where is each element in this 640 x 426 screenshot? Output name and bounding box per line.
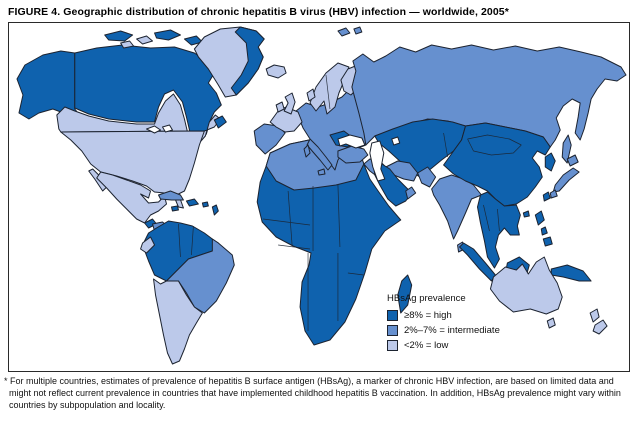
region-ireland [275, 101, 285, 113]
region-japan-kyushu [549, 189, 558, 199]
region-oman [405, 186, 417, 200]
region-sicily [317, 168, 326, 176]
legend-item-intermediate: 2%–7% = intermediate [387, 325, 500, 336]
legend-label-intermediate: 2%–7% = intermediate [404, 325, 500, 336]
water-great-lakes [146, 125, 162, 134]
region-arctic-island [154, 29, 181, 41]
region-cuba [158, 190, 184, 201]
region-brazil [165, 238, 235, 314]
region-uk [283, 92, 296, 115]
region-philippines [540, 226, 548, 236]
region-antilles [211, 204, 219, 216]
legend-swatch-low [387, 340, 398, 351]
region-sumatra [459, 242, 496, 282]
region-japan-hokkaido [566, 154, 579, 167]
region-tasmania [546, 317, 556, 329]
legend-swatch-intermediate [387, 325, 398, 336]
region-hainan [522, 210, 530, 218]
internal-borders [178, 74, 522, 331]
region-arctic-island [120, 40, 135, 49]
hbsag-legend: HBsAg prevalence ≥8% = high 2%–7% = inte… [387, 293, 500, 355]
region-pakistan [417, 166, 437, 188]
legend-title: HBsAg prevalence [387, 293, 466, 304]
water-great-lakes [162, 124, 173, 133]
region-arctic-island [104, 30, 134, 42]
region-sardinia [303, 144, 311, 158]
region-hispaniola [185, 198, 199, 207]
region-japan-honshu [552, 167, 580, 193]
region-scandinavia [309, 62, 350, 115]
region-denmark [306, 88, 316, 102]
region-jamaica [170, 205, 179, 212]
world-map [16, 26, 627, 365]
region-arctic-island [136, 35, 154, 45]
water-caspian-sea [369, 140, 386, 182]
region-puerto-rico [201, 201, 209, 208]
map-frame: HBsAg prevalence ≥8% = high 2%–7% = inte… [8, 22, 630, 372]
water-aral-sea [391, 136, 401, 146]
region-philippines [534, 210, 545, 226]
region-newfoundland [213, 115, 227, 129]
region-south-america-south [153, 278, 203, 365]
region-madagascar [397, 274, 413, 314]
figure-title: FIGURE 4. Geographic distribution of chr… [8, 6, 509, 18]
region-korea [544, 152, 556, 172]
region-svalbard [337, 27, 351, 37]
region-australia [489, 256, 563, 315]
region-ecuador [140, 236, 156, 254]
legend-swatch-high [387, 310, 398, 321]
region-new-zealand-north [589, 308, 600, 323]
region-mexico [96, 171, 167, 224]
legend-item-low: <2% = low [387, 340, 500, 351]
legend-label-high: ≥8% = high [404, 310, 452, 321]
legend-item-high: ≥8% = high [387, 310, 500, 321]
legend-label-low: <2% = low [404, 340, 449, 351]
region-philippines [542, 236, 553, 247]
region-greenland-east [230, 26, 265, 96]
water-black-sea [337, 134, 366, 149]
region-alaska [16, 50, 84, 120]
region-taiwan [542, 191, 551, 202]
region-india [431, 174, 482, 240]
region-se-asia [476, 191, 521, 269]
figure-footnote: * For multiple countries, estimates of p… [4, 376, 621, 410]
region-sakhalin [561, 134, 572, 164]
region-new-guinea [550, 264, 592, 282]
region-new-zealand-south [592, 319, 608, 335]
region-iceland [265, 64, 287, 79]
region-svalbard [353, 26, 363, 35]
